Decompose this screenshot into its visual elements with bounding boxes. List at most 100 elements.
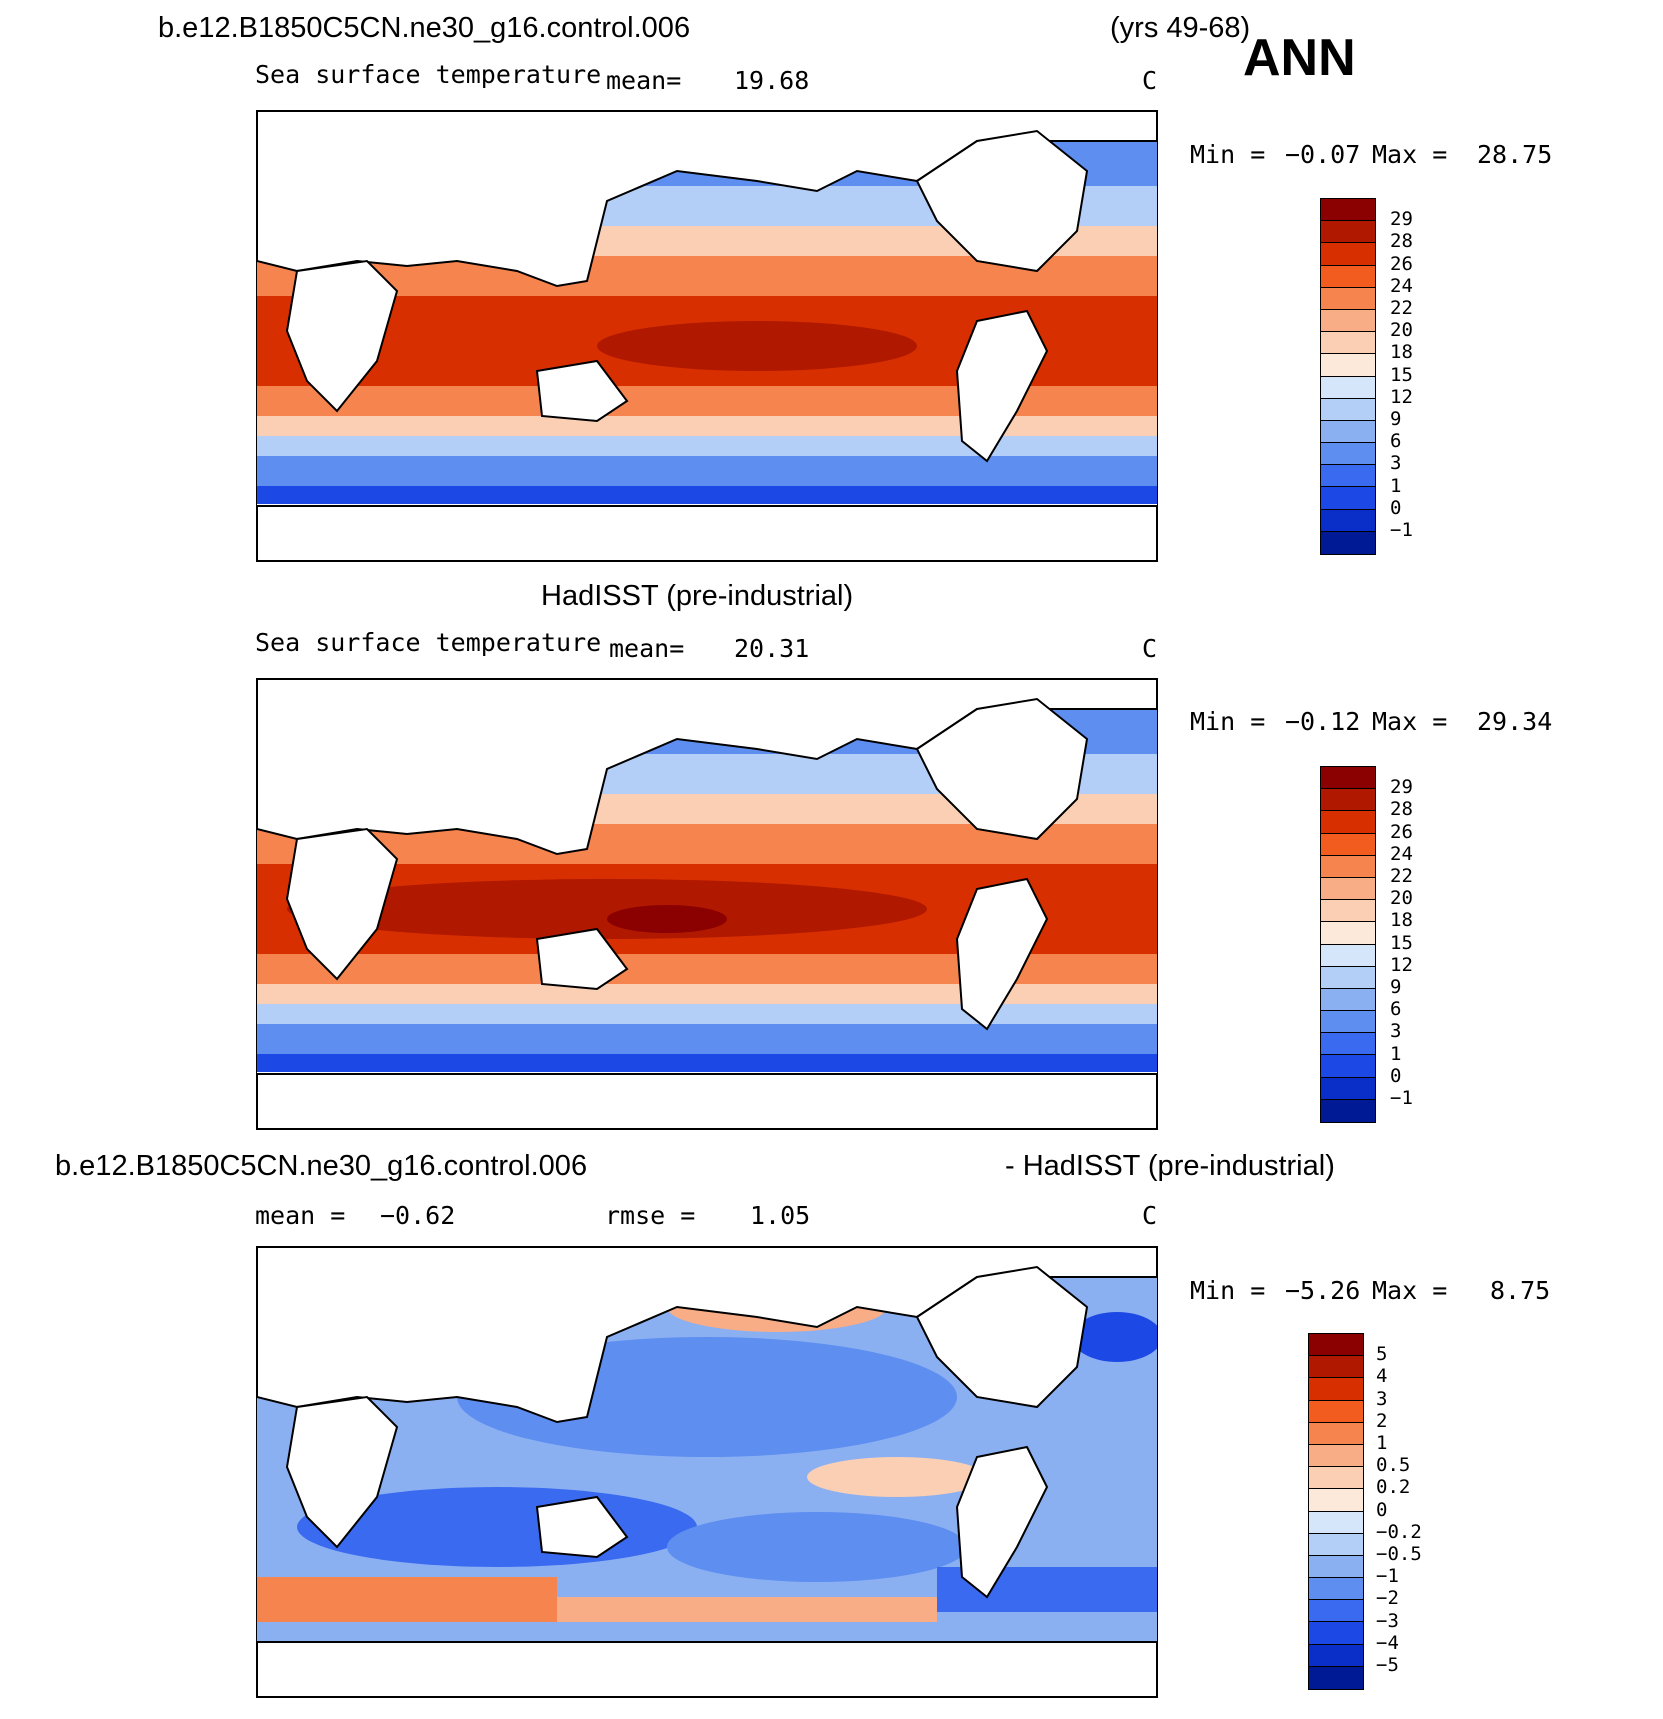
panel2-min-label: Min =	[1190, 707, 1266, 736]
colorbar-swatch	[1321, 944, 1375, 967]
panel1-variable-label: Sea surface temperature	[255, 60, 602, 89]
colorbar-swatch	[1321, 354, 1375, 377]
panel3-mean-label: mean =	[255, 1201, 346, 1230]
colorbar-tick-label: 3	[1376, 1387, 1388, 1410]
panel3-map-svg	[257, 1247, 1157, 1697]
colorbar-swatch	[1321, 309, 1375, 333]
colorbar-tick-label: 22	[1390, 865, 1413, 887]
colorbar-tick-label: 2	[1376, 1409, 1388, 1432]
panel3-max-value: 8.75	[1490, 1276, 1551, 1305]
colorbar-tick-label: 0	[1390, 496, 1402, 519]
colorbar-tick-label: 29	[1390, 208, 1413, 231]
colorbar-tick-label: 4	[1376, 1365, 1388, 1388]
colorbar-tick-label: 15	[1390, 931, 1413, 954]
panel1-map	[256, 110, 1158, 562]
colorbar-swatch	[1309, 1533, 1363, 1556]
colorbar-tick-label: 5	[1376, 1343, 1388, 1366]
colorbar-swatch	[1309, 1511, 1363, 1534]
colorbar-swatch	[1321, 287, 1375, 310]
panel1-max-value: 28.75	[1477, 140, 1553, 169]
colorbar-tick-label: 29	[1390, 776, 1413, 799]
panel3-max-label: Max =	[1372, 1276, 1448, 1305]
colorbar-swatch	[1321, 877, 1375, 901]
panel3-rmse-value: 1.05	[750, 1201, 811, 1230]
panel2-title: HadISST (pre-industrial)	[541, 580, 854, 612]
colorbar-swatch	[1321, 811, 1375, 834]
colorbar-swatch	[1321, 465, 1375, 488]
colorbar-tick-label: −3	[1376, 1609, 1399, 1632]
panel1-units: C	[1142, 66, 1158, 95]
colorbar-swatch	[1321, 1099, 1375, 1122]
colorbar-tick-label: 1	[1390, 1042, 1402, 1065]
colorbar-swatch	[1321, 922, 1375, 945]
colorbar-swatch	[1309, 1422, 1363, 1445]
colorbar-swatch	[1321, 1033, 1375, 1056]
colorbar-swatch	[1309, 1644, 1363, 1667]
colorbar-swatch	[1309, 1356, 1363, 1379]
panel2-max-value: 29.34	[1477, 707, 1553, 736]
colorbar-swatch	[1309, 1578, 1363, 1601]
panel3-min-label: Min =	[1190, 1276, 1266, 1305]
colorbar-swatch	[1321, 221, 1375, 244]
colorbar-tick-label: 3	[1390, 1020, 1402, 1043]
panel3-mean-value: −0.62	[380, 1201, 456, 1230]
colorbar-swatch	[1309, 1444, 1363, 1468]
colorbar-tick-label: −0.5	[1376, 1543, 1422, 1565]
colorbar-swatch	[1309, 1600, 1363, 1623]
panel2-min-value: −0.12	[1285, 707, 1361, 736]
panel2-max-label: Max =	[1372, 707, 1448, 736]
colorbar-swatch	[1309, 1555, 1363, 1579]
colorbar-tick-label: −5	[1376, 1654, 1399, 1676]
colorbar-swatch	[1309, 1622, 1363, 1645]
colorbar-tick-label: 18	[1390, 341, 1413, 364]
colorbar-swatch	[1309, 1334, 1363, 1357]
panel3-title-right: - HadISST (pre-industrial)	[1005, 1150, 1335, 1182]
panel2-mean-label: mean=	[609, 634, 685, 663]
colorbar-tick-label: 26	[1390, 252, 1413, 275]
panel1-min-value: −0.07	[1285, 140, 1361, 169]
colorbar-swatch	[1309, 1467, 1363, 1490]
colorbar-tick-label: 18	[1390, 909, 1413, 932]
panel1-colorbar	[1320, 198, 1376, 555]
colorbar-tick-label: 20	[1390, 887, 1413, 910]
colorbar-tick-label: 0	[1390, 1064, 1402, 1087]
colorbar-tick-label: −1	[1390, 1087, 1413, 1109]
panel1-min-label: Min =	[1190, 140, 1266, 169]
colorbar-swatch	[1321, 487, 1375, 510]
colorbar-swatch	[1309, 1378, 1363, 1401]
colorbar-swatch	[1309, 1489, 1363, 1512]
colorbar-swatch	[1321, 789, 1375, 812]
colorbar-swatch	[1321, 855, 1375, 878]
panel1-max-label: Max =	[1372, 140, 1448, 169]
colorbar-swatch	[1321, 1011, 1375, 1034]
colorbar-tick-label: −0.2	[1376, 1520, 1422, 1543]
colorbar-swatch	[1321, 988, 1375, 1012]
colorbar-swatch	[1309, 1400, 1363, 1423]
colorbar-tick-label: 24	[1390, 274, 1413, 297]
colorbar-swatch	[1309, 1666, 1363, 1689]
panel1-map-svg	[257, 111, 1157, 561]
colorbar-swatch	[1321, 900, 1375, 923]
colorbar-swatch	[1321, 509, 1375, 532]
panel3-colorbar	[1308, 1333, 1364, 1690]
colorbar-tick-label: 6	[1390, 430, 1402, 453]
colorbar-tick-label: 9	[1390, 976, 1402, 998]
colorbar-swatch	[1321, 265, 1375, 288]
colorbar-tick-label: 0	[1376, 1498, 1388, 1521]
colorbar-swatch	[1321, 332, 1375, 355]
colorbar-tick-label: 12	[1390, 953, 1413, 976]
colorbar-swatch	[1321, 833, 1375, 856]
panel2-map	[256, 678, 1158, 1130]
colorbar-swatch	[1321, 767, 1375, 790]
colorbar-tick-label: 1	[1376, 1432, 1388, 1454]
colorbar-tick-label: 28	[1390, 230, 1413, 253]
colorbar-tick-label: −1	[1376, 1565, 1399, 1588]
colorbar-swatch	[1321, 420, 1375, 444]
season-label: ANN	[1243, 29, 1356, 87]
panel3-min-value: −5.26	[1285, 1276, 1361, 1305]
colorbar-swatch	[1321, 376, 1375, 399]
colorbar-tick-label: −1	[1390, 519, 1413, 541]
panel3-rmse-label: rmse =	[605, 1201, 696, 1230]
panel2-variable-label: Sea surface temperature	[255, 628, 602, 657]
colorbar-tick-label: 24	[1390, 842, 1413, 865]
